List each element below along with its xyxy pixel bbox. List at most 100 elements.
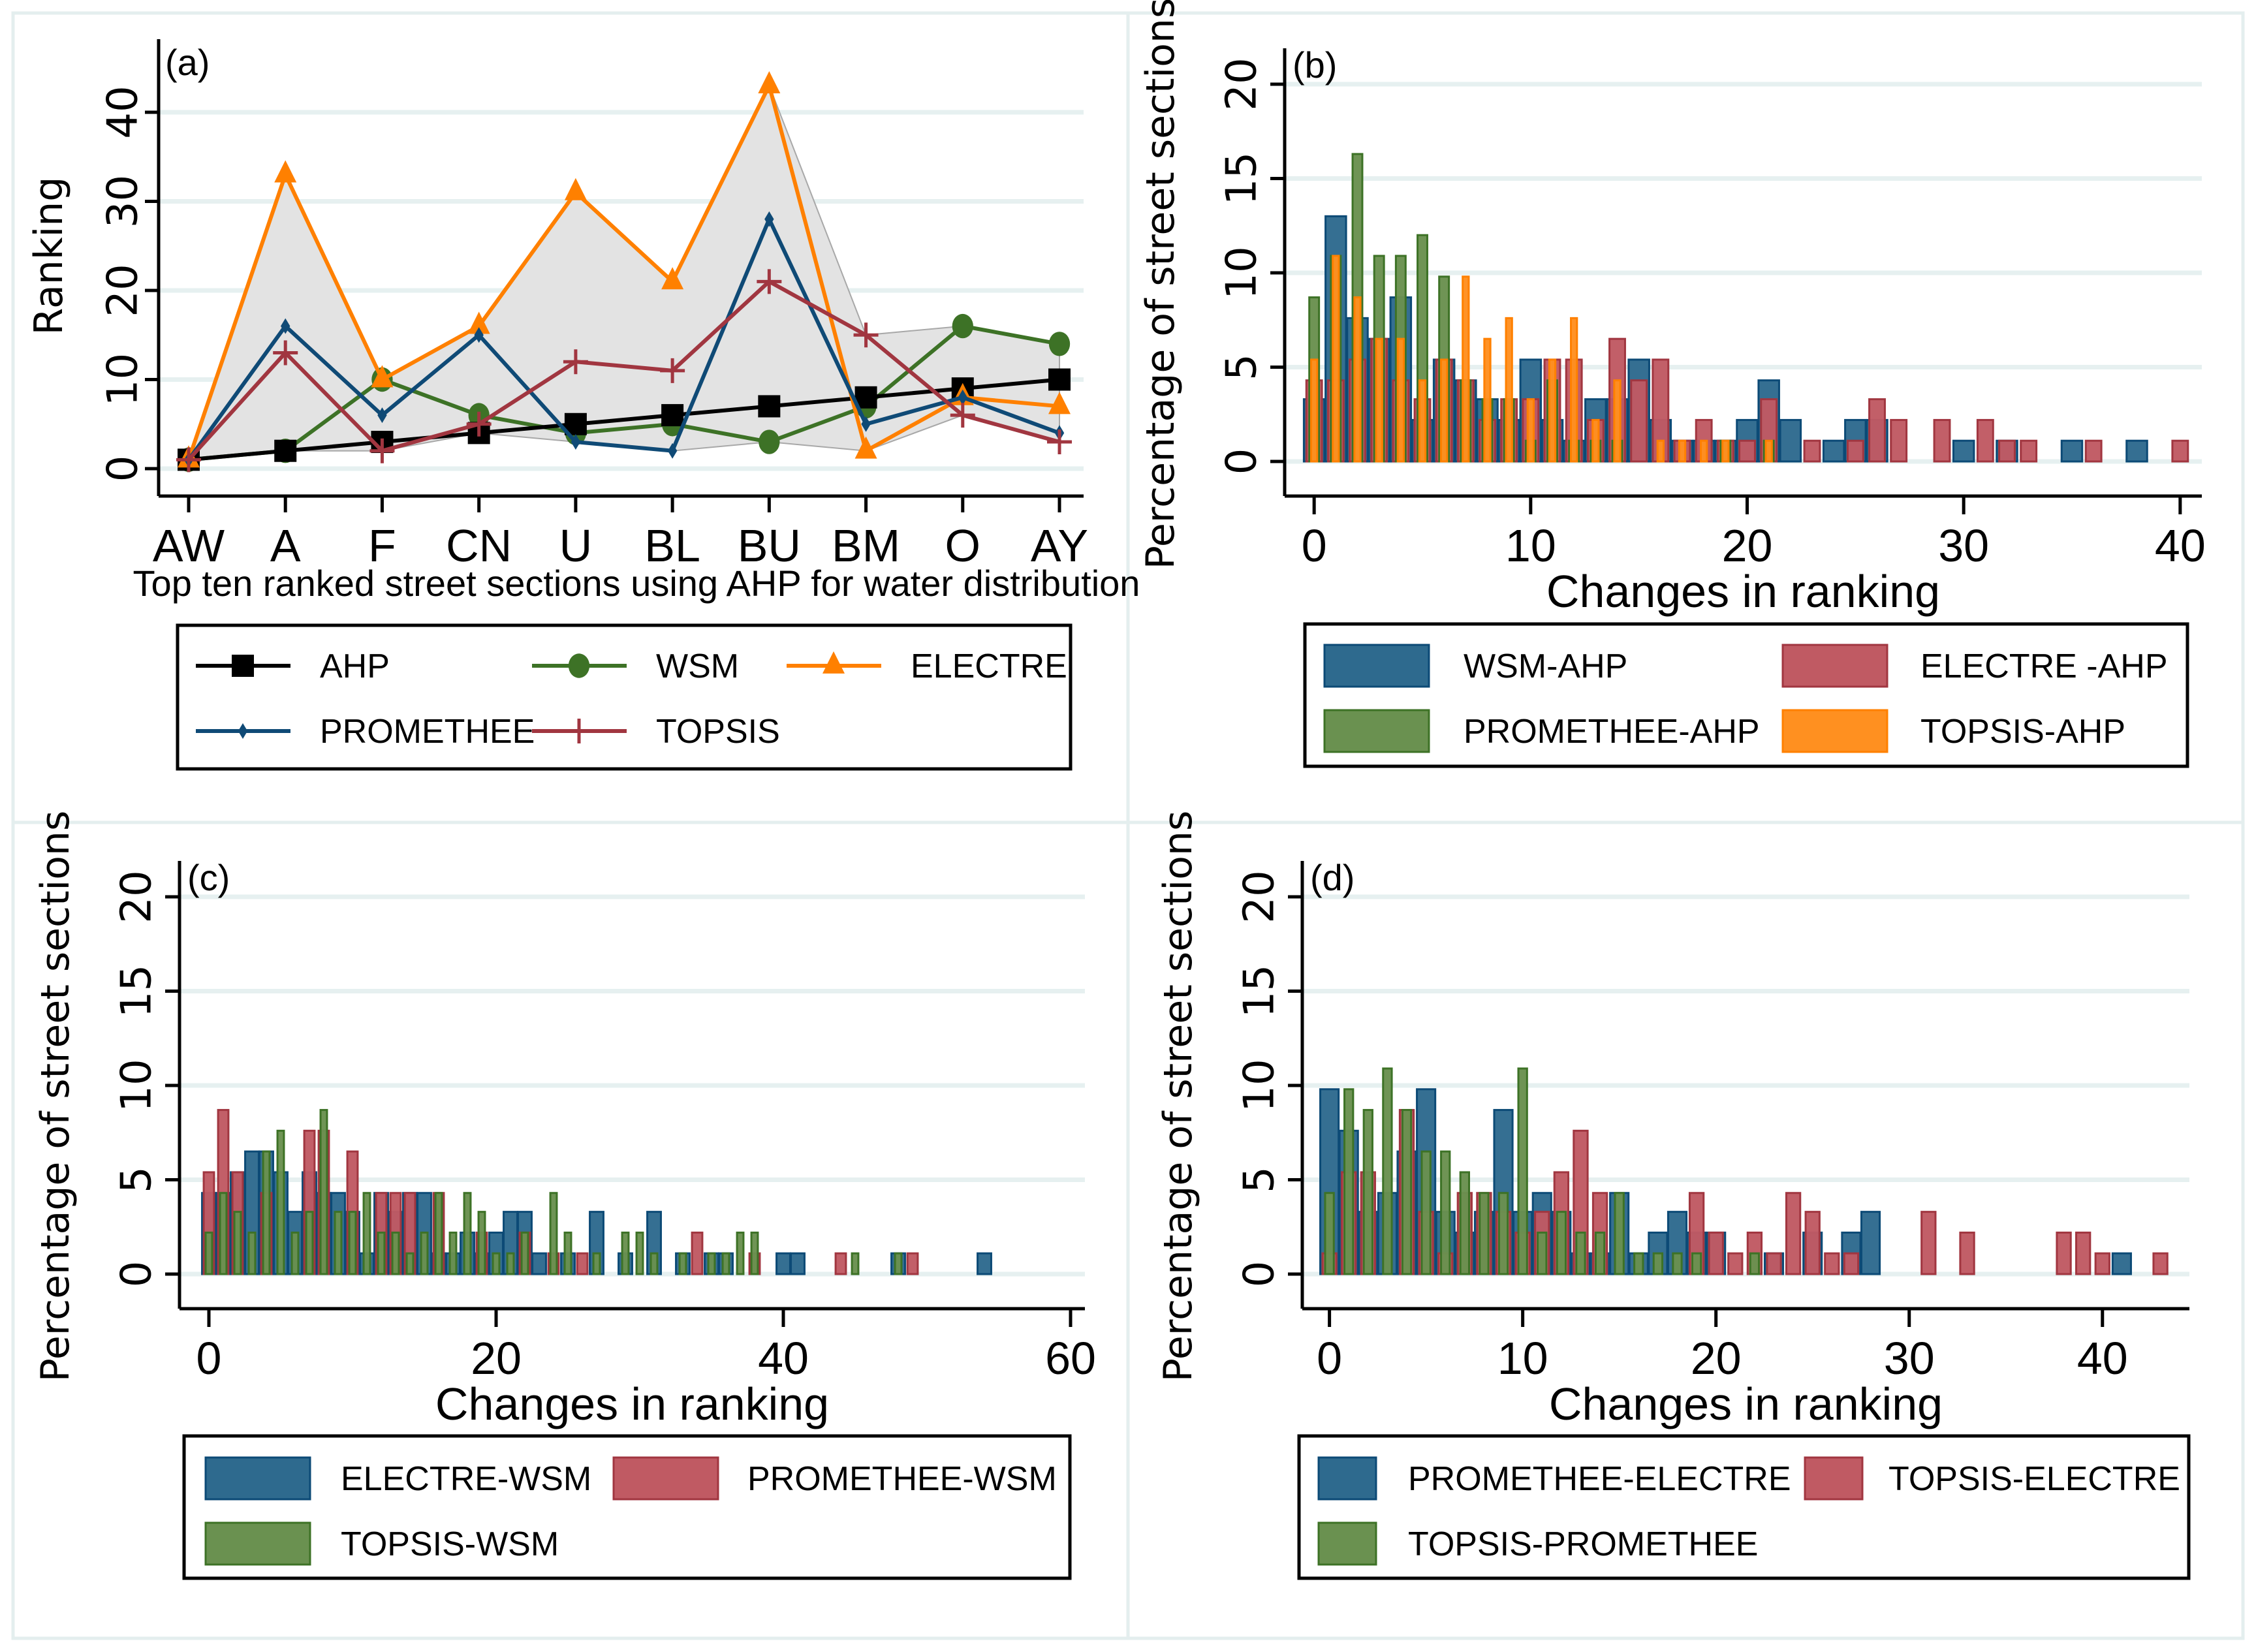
bar: [1375, 337, 1383, 463]
bar: [1570, 317, 1578, 463]
panel-label: (c): [187, 857, 230, 898]
bar: [1440, 358, 1449, 463]
bar: [1700, 439, 1708, 463]
x-tick-label: 10: [1497, 1333, 1548, 1384]
y-tick-label: 10: [99, 353, 148, 406]
bar: [678, 1252, 687, 1275]
bar: [1396, 337, 1405, 463]
bar: [1483, 337, 1492, 463]
bar: [1749, 1252, 1761, 1275]
y-tick-label: 20: [1236, 870, 1284, 923]
bar: [1418, 379, 1427, 463]
legend-item: PROMETHEE: [196, 713, 535, 751]
bar: [1779, 418, 1802, 463]
legend-item: TOPSIS: [532, 713, 780, 751]
bar: [2020, 439, 2038, 463]
bar: [1846, 439, 1864, 463]
bar: [1766, 1252, 1782, 1275]
series-topsis-ahp: [1310, 255, 1773, 463]
legend-item: PROMETHEE-ELECTRE: [1317, 1456, 1791, 1501]
bar: [1738, 439, 1756, 463]
bar: [1459, 1171, 1470, 1275]
legend-swatch: [1781, 709, 1888, 753]
legend-item: TOPSIS-WSM: [204, 1521, 559, 1566]
legend-label: TOPSIS-ELECTRE: [1888, 1460, 2180, 1498]
panel-c: 0 5 10 15 20 0 20 40 60 Changes in ranking Percent…: [33, 811, 1096, 1580]
bar: [348, 1211, 357, 1275]
bar: [1952, 439, 1975, 463]
legend-box: [176, 623, 1073, 771]
legend: AHP WSM ELECTRE PROMETHEE TOPSIS: [176, 623, 1073, 771]
bar: [492, 1252, 501, 1275]
bar: [1890, 418, 1908, 463]
bar: [549, 1192, 558, 1275]
marker-square: [758, 395, 781, 418]
legend: ELECTRE-WSM PROMETHEE-WSM TOPSIS-WSM: [182, 1434, 1072, 1580]
bar: [463, 1192, 472, 1275]
bar: [2084, 439, 2103, 463]
bar: [1630, 379, 1648, 463]
bar: [1803, 439, 1821, 463]
bar: [576, 1252, 589, 1275]
bar: [1353, 296, 1362, 463]
bar: [1633, 1252, 1644, 1275]
marker-circle: [952, 313, 973, 339]
legend-label: WSM: [656, 647, 739, 685]
marker-square: [1048, 368, 1071, 391]
bar: [650, 1252, 659, 1275]
panel-label: (a): [165, 42, 210, 83]
bar: [1613, 379, 1622, 463]
legend-swatch: [1804, 1456, 1864, 1501]
bar: [2094, 1252, 2110, 1275]
bar: [1933, 418, 1951, 463]
y-tick-label: 40: [99, 86, 148, 138]
bar: [1804, 1211, 1821, 1275]
panel-d: 0 5 10 15 20 0 10 20 30 40 Changes in ranking Perce…: [1155, 811, 2191, 1580]
y-tick-label: 10: [1218, 246, 1266, 299]
marker-square: [661, 404, 684, 427]
legend-label: ELECTRE -AHP: [1920, 647, 2168, 685]
x-tick-label: O: [945, 520, 980, 571]
series-line: [187, 214, 1061, 461]
bar: [1727, 1252, 1744, 1275]
legend-swatch: [1317, 1456, 1377, 1501]
marker-diamond: [238, 723, 248, 739]
bar: [2075, 1231, 2092, 1275]
bar: [906, 1252, 919, 1275]
x-axis-label: Changes in ranking: [1546, 566, 1940, 617]
marker-diamond: [377, 407, 387, 424]
bar: [204, 1231, 213, 1275]
legend-item: ELECTRE: [787, 647, 1067, 685]
bar: [1497, 1192, 1509, 1275]
bar: [219, 1192, 228, 1275]
bar: [707, 1252, 716, 1275]
bar: [334, 1211, 343, 1275]
bar: [1614, 1192, 1625, 1275]
bar: [477, 1211, 486, 1275]
marker-diamond: [861, 416, 871, 432]
marker-plus: [466, 411, 492, 437]
bar: [1656, 439, 1665, 463]
y-tick-label: 0: [113, 1261, 161, 1288]
bar: [834, 1252, 847, 1275]
marker-plus: [757, 269, 782, 294]
legend-label: AHP: [320, 647, 390, 685]
bar: [750, 1231, 759, 1275]
bar: [2171, 439, 2189, 463]
bar: [448, 1231, 458, 1275]
marker-triangle: [371, 365, 394, 388]
legend: WSM-AHP ELECTRE -AHP PROMETHEE-AHP TOPSIS-A…: [1303, 622, 2189, 768]
y-tick-label: 15: [113, 965, 161, 1018]
marker-circle: [1048, 332, 1071, 356]
bar: [233, 1211, 242, 1275]
y-tick-label: 20: [99, 264, 148, 317]
bar: [1708, 1231, 1724, 1275]
series-topsis-wsm: [204, 1109, 903, 1275]
marker-triangle: [822, 651, 845, 674]
y-tick-label: 5: [1218, 354, 1266, 381]
bar: [434, 1192, 443, 1275]
marker-plus: [950, 403, 975, 428]
marker-diamond: [474, 327, 484, 343]
marker-triangle: [758, 70, 781, 93]
